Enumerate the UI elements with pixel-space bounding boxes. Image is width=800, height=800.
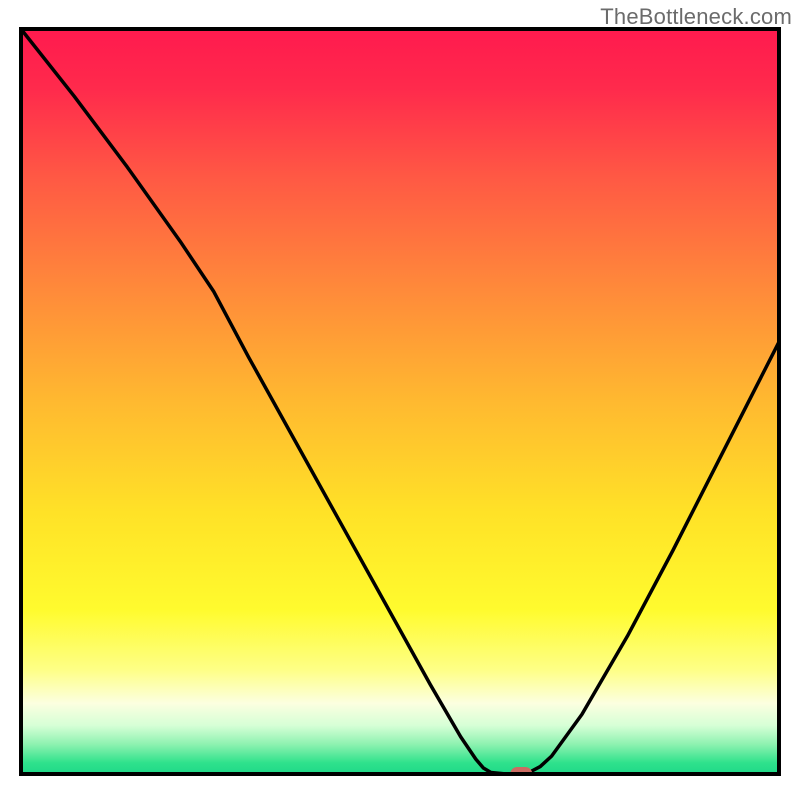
gradient-background — [21, 29, 779, 774]
watermark-text: TheBottleneck.com — [600, 4, 792, 30]
chart-container: TheBottleneck.com — [0, 0, 800, 800]
bottleneck-curve-chart — [0, 0, 800, 800]
